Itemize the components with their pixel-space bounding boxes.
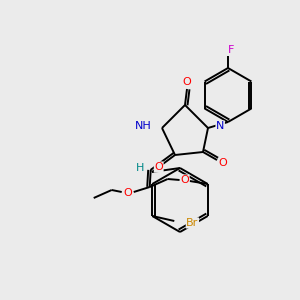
Text: Br: Br [186, 218, 199, 228]
Text: O: O [123, 188, 132, 198]
Text: N: N [216, 121, 224, 131]
Text: O: O [183, 77, 191, 87]
Text: H: H [136, 163, 144, 173]
Text: O: O [219, 158, 227, 168]
Text: NH: NH [135, 121, 152, 131]
Text: O: O [180, 175, 189, 185]
Text: O: O [154, 162, 163, 172]
Text: F: F [228, 45, 234, 55]
